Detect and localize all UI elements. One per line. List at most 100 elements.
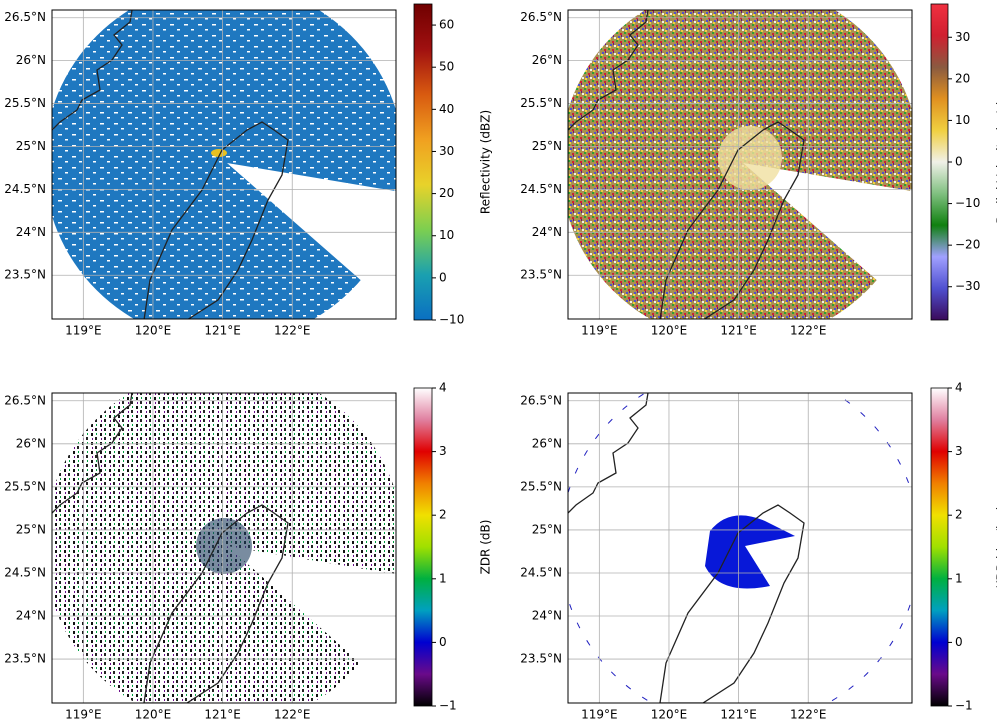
y-tick-label: 26.5°N (520, 393, 562, 407)
colorbar-label: ZDR (dB) (479, 520, 493, 575)
coastline (143, 121, 289, 319)
near-field (196, 518, 252, 574)
y-tick-label: 24°N (16, 609, 46, 623)
coastline (52, 393, 133, 514)
no-data-wedge (743, 163, 912, 319)
x-tick-label: 120°E (651, 324, 688, 338)
y-tick-label: 24°N (532, 609, 562, 623)
y-tick-label: 25.5°N (520, 479, 562, 493)
x-tick-label: 122°E (274, 708, 311, 722)
x-tick-label: 120°E (135, 708, 172, 722)
axes-frame (567, 392, 913, 704)
y-tick-label: 25°N (16, 522, 46, 536)
y-tick-label: 24.5°N (4, 565, 46, 579)
colorbar-tick-label: 4 (955, 381, 963, 395)
y-tick-label: 26°N (532, 436, 562, 450)
coastline (659, 504, 805, 703)
axes-frame (51, 392, 397, 704)
colorbar-tick-label: 4 (439, 381, 447, 395)
colorbar-label: KDP (deg/km) (995, 506, 997, 589)
colorbar-tick-label: −20 (955, 238, 980, 252)
x-tick-label: 119°E (65, 708, 102, 722)
map-area (568, 393, 912, 703)
colorbar-tick-label: −30 (955, 279, 980, 293)
y-tick-label: 23.5°N (520, 268, 562, 282)
colorbar (413, 387, 433, 707)
x-tick-label: 121°E (204, 708, 241, 722)
coastline (568, 10, 649, 131)
colorbar-tick-label: 3 (439, 444, 447, 458)
colorbar (930, 3, 949, 321)
y-tick-label: 24.5°N (520, 565, 562, 579)
colorbar-tick-label: 1 (955, 571, 963, 585)
y-tick-label: 26°N (532, 53, 562, 67)
colorbar (413, 3, 433, 321)
coastline (568, 393, 649, 514)
x-tick-label: 121°E (720, 708, 757, 722)
y-tick-label: 25°N (532, 522, 562, 536)
x-tick-label: 122°E (790, 324, 827, 338)
map-area (52, 10, 396, 319)
colorbar-tick-label: 30 (955, 30, 970, 44)
colorbar-tick-label: 60 (439, 18, 454, 32)
map-panel: 119°E 120°E 121°E 122°E 23.5°N 24°N 24.5°N 25°N… (520, 3, 997, 338)
coastline (659, 121, 805, 319)
colorbar-tick-label: −10 (439, 313, 464, 327)
x-tick-label: 119°E (65, 324, 102, 338)
no-data-wedge (227, 163, 396, 319)
colorbar-tick-label: 0 (955, 635, 963, 649)
colorbar-tick-label: −10 (955, 196, 980, 210)
y-tick-label: 25.5°N (4, 479, 46, 493)
colorbar-tick-label: 40 (439, 102, 454, 116)
y-tick-label: 23.5°N (4, 268, 46, 282)
axes-frame (567, 9, 913, 320)
x-tick-label: 120°E (135, 324, 172, 338)
x-tick-label: 120°E (651, 708, 688, 722)
map-panel: 119°E 120°E 121°E 122°E 23.5°N 24°N 24.5°N 25°N… (520, 381, 997, 722)
x-tick-label: 122°E (274, 324, 311, 338)
y-tick-label: 24.5°N (520, 182, 562, 196)
map-panel: 119°E 120°E 121°E 122°E 23.5°N 24°N 24.5°N 25°N… (4, 381, 493, 722)
y-tick-label: 24.5°N (4, 182, 46, 196)
colorbar-tick-label: 0 (439, 635, 447, 649)
colorbar-tick-label: 3 (955, 444, 963, 458)
map-area (568, 10, 912, 319)
colorbar-tick-label: 50 (439, 60, 454, 74)
colorbar-tick-label: 0 (955, 155, 963, 169)
radar-field (52, 10, 396, 319)
x-tick-label: 121°E (720, 324, 757, 338)
y-tick-label: 23.5°N (4, 652, 46, 666)
y-tick-label: 26°N (16, 53, 46, 67)
x-tick-label: 119°E (581, 708, 618, 722)
y-tick-label: 25.5°N (4, 96, 46, 110)
map-area (52, 393, 396, 703)
y-tick-label: 26.5°N (520, 10, 562, 24)
y-tick-label: 26.5°N (4, 10, 46, 24)
colorbar-tick-label: 10 (439, 228, 454, 242)
colorbar-tick-label: 20 (955, 71, 970, 85)
y-tick-label: 24°N (532, 225, 562, 239)
x-tick-label: 122°E (790, 708, 827, 722)
colorbar (930, 387, 949, 707)
y-tick-label: 25°N (532, 139, 562, 153)
colorbar-tick-label: 1 (439, 571, 447, 585)
colorbar-tick-label: 2 (439, 508, 447, 522)
axes-frame (51, 9, 397, 320)
colorbar-tick-label: 20 (439, 186, 454, 200)
no-data-wedge (227, 546, 396, 703)
map-panel: 119°E 120°E 121°E 122°E 23.5°N 24°N 24.5°N 25°N… (4, 3, 493, 338)
x-tick-label: 121°E (204, 324, 241, 338)
echo (705, 515, 795, 589)
y-tick-label: 26.5°N (4, 393, 46, 407)
colorbar-tick-label: 2 (955, 508, 963, 522)
y-tick-label: 25°N (16, 139, 46, 153)
y-tick-label: 23.5°N (520, 652, 562, 666)
coastline (52, 10, 133, 131)
colorbar-tick-label: 30 (439, 144, 454, 158)
y-tick-label: 26°N (16, 436, 46, 450)
y-tick-label: 24°N (16, 225, 46, 239)
near-field (718, 126, 782, 190)
colorbar-tick-label: 0 (439, 270, 447, 284)
x-tick-label: 119°E (581, 324, 618, 338)
